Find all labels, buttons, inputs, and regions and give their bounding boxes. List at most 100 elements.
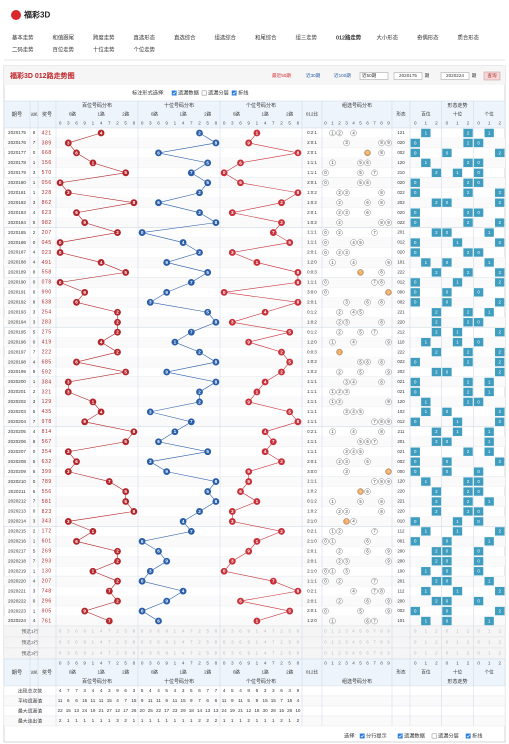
preselect-digit[interactable]: 2 [435,651,438,656]
preselect-digit[interactable]: 9 [387,651,390,656]
preselect-digit[interactable]: 5 [359,651,362,656]
preselect-digit[interactable]: 2 [198,651,201,656]
footer-option[interactable]: 分行提示 [366,731,387,739]
preselect-digit[interactable]: 0 [446,640,449,645]
range-link[interactable]: 最近50期 [272,72,291,79]
preselect-digit[interactable]: 2 [198,629,201,634]
preselect-digit[interactable]: 4 [182,651,185,656]
preselect-digit[interactable]: 0 [446,629,449,634]
nav-link[interactable]: 和尾综合 [255,33,277,41]
preselect-digit[interactable]: 2 [116,640,119,645]
range-link[interactable]: 近100期 [334,72,351,79]
preselect-digit[interactable]: 4 [264,651,267,656]
preselect-digit[interactable]: 1 [256,629,259,634]
preselect-digit[interactable]: 7 [190,651,193,656]
preselect-digit[interactable]: 5 [206,640,209,645]
preselect-digit[interactable]: 2 [280,651,283,656]
preselect-digit[interactable]: 0 [414,640,417,645]
preselect-digit[interactable]: 3 [149,651,152,656]
nav-link[interactable]: 跨度走势 [93,33,115,41]
preselect-digit[interactable]: 6 [239,629,242,634]
preselect-digit[interactable]: 8 [215,651,218,656]
preselect-digit[interactable]: 5 [206,629,209,634]
checkbox[interactable] [171,90,177,96]
preselect-digit[interactable]: 2 [116,651,119,656]
preselect-digit[interactable]: 1 [92,640,95,645]
preselect-digit[interactable]: 5 [124,640,127,645]
preselect-digit[interactable]: 1 [331,651,334,656]
preselect-digit[interactable]: 2 [498,640,501,645]
preselect-digit[interactable]: 0 [324,629,327,634]
preselect-digit[interactable]: 7 [108,651,111,656]
preselect-digit[interactable]: 7 [108,629,111,634]
preselect-digit[interactable]: 3 [67,651,70,656]
preselect-digit[interactable]: 5 [124,651,127,656]
preselect-digit[interactable]: 1 [256,640,259,645]
preselect-digit[interactable]: 6 [157,629,160,634]
preselect-digit[interactable]: 6 [157,651,160,656]
preselect-digit[interactable]: 4 [100,651,103,656]
preselect-digit[interactable]: 1 [488,640,491,645]
preselect-digit[interactable]: 7 [272,640,275,645]
preselect-digit[interactable]: 6 [239,651,242,656]
preselect-digit[interactable]: 3 [231,651,234,656]
preselect-digit[interactable]: 1 [488,651,491,656]
footer-option[interactable]: 折线 [472,731,482,739]
nav-link[interactable]: 组三走势 [296,33,318,41]
nav-link[interactable]: 二码走势 [12,45,34,53]
preselect-digit[interactable]: 4 [352,629,355,634]
query-button[interactable] [483,71,501,81]
select-box[interactable] [359,72,389,80]
preselect-digit[interactable]: 5 [359,640,362,645]
checkbox[interactable] [465,733,471,739]
preselect-digit[interactable]: 8 [215,640,218,645]
preselect-digit[interactable]: 9 [165,651,168,656]
preselect-digit[interactable]: 7 [373,629,376,634]
preselect-digit[interactable]: 7 [108,640,111,645]
preselect-digit[interactable]: 4 [100,640,103,645]
preselect-digit[interactable]: 1 [174,651,177,656]
preselect-digit[interactable]: 9 [83,640,86,645]
preselect-digit[interactable]: 1 [425,640,428,645]
preselect-digit[interactable]: 3 [345,651,348,656]
preselect-digit[interactable]: 7 [272,651,275,656]
preselect-digit[interactable]: 3 [231,629,234,634]
preselect-digit[interactable]: 1 [456,640,459,645]
preselect-digit[interactable]: 2 [435,629,438,634]
preselect-digit[interactable]: 5 [288,651,291,656]
preselect-digit[interactable]: 9 [247,651,250,656]
preselect-digit[interactable]: 0 [223,651,226,656]
range-link[interactable]: 近30期 [306,72,321,79]
preselect-digit[interactable]: 9 [247,629,250,634]
preselect-digit[interactable]: 9 [83,651,86,656]
preselect-digit[interactable]: 7 [190,640,193,645]
preselect-digit[interactable]: 2 [338,629,341,634]
preselect-digit[interactable]: 8 [133,629,136,634]
nav-link[interactable]: 奇偶形态 [417,33,439,41]
preselect-digit[interactable]: 2 [198,640,201,645]
preselect-digit[interactable]: 9 [387,640,390,645]
preselect-digit[interactable]: 4 [352,651,355,656]
preselect-digit[interactable]: 7 [190,629,193,634]
option-label[interactable]: 遗漏分层 [208,88,229,96]
footer-option[interactable]: 遗漏数据 [404,731,425,739]
preselect-digit[interactable]: 2 [467,651,470,656]
option-label[interactable]: 遗漏数据 [178,88,199,96]
preselect-digit[interactable]: 3 [67,629,70,634]
checkbox[interactable] [201,90,207,96]
checkbox[interactable] [231,90,237,96]
preselect-digit[interactable]: 3 [149,640,152,645]
preselect-digit[interactable]: 6 [366,651,369,656]
nav-link[interactable]: 百位走势 [53,45,75,53]
preselect-digit[interactable]: 0 [324,651,327,656]
preselect-digit[interactable]: 9 [165,640,168,645]
input-to[interactable] [440,72,470,80]
preselect-digit[interactable]: 1 [425,629,428,634]
preselect-digit[interactable]: 2 [280,629,283,634]
preselect-digit[interactable]: 0 [141,629,144,634]
preselect-digit[interactable]: 1 [256,651,259,656]
preselect-digit[interactable]: 6 [75,640,78,645]
preselect-digit[interactable]: 1 [92,629,95,634]
preselect-digit[interactable]: 8 [380,629,383,634]
preselect-digit[interactable]: 1 [92,651,95,656]
